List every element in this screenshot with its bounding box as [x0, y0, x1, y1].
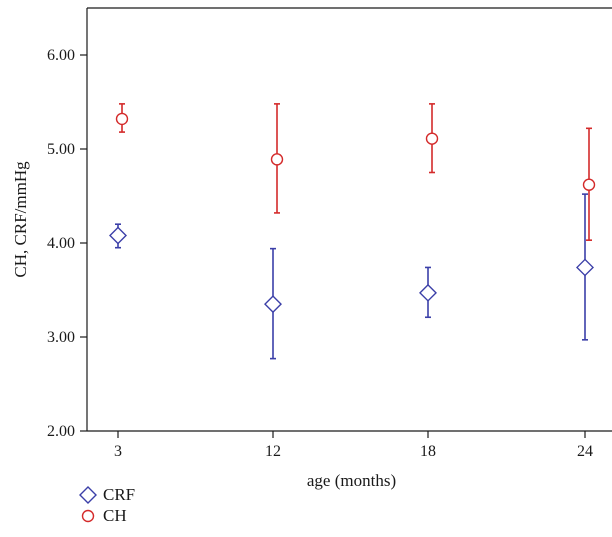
- legend-marker-diamond: [79, 486, 97, 504]
- series-crf: [109, 193, 594, 360]
- data-point: [115, 112, 129, 126]
- legend-item-crf: CRF: [79, 485, 135, 504]
- plot-frame: [86, 7, 612, 432]
- legend-item-ch: CH: [81, 506, 127, 525]
- legend-label-crf: CRF: [103, 485, 135, 504]
- data-point: [425, 132, 439, 145]
- y-tick-label: 6.00: [47, 47, 75, 64]
- y-axis-label: CH, CRF/mmHg: [11, 161, 30, 278]
- y-tick-label: 3.00: [47, 329, 75, 346]
- y-tick-label: 4.00: [47, 235, 75, 252]
- data-point: [582, 178, 596, 191]
- x-axis-label: age (months): [307, 471, 396, 490]
- x-tick-label: 24: [577, 443, 593, 460]
- series-layer: [109, 103, 596, 360]
- data-point: [270, 153, 284, 166]
- data-point: [264, 295, 282, 314]
- data-point: [576, 258, 594, 277]
- y-tick-label: 5.00: [47, 141, 75, 158]
- x-tick-label: 18: [420, 443, 436, 460]
- legend-label-ch: CH: [103, 506, 127, 525]
- legend: CRF CH: [79, 485, 135, 525]
- legend-marker-circle: [81, 509, 95, 523]
- y-axis-ticks: 2.00 3.00 4.00 5.00 6.00: [47, 47, 87, 440]
- data-point: [109, 226, 127, 245]
- data-point: [419, 283, 437, 302]
- y-tick-label: 2.00: [47, 423, 75, 440]
- series-ch: [115, 103, 596, 241]
- x-tick-label: 3: [114, 443, 122, 460]
- x-axis-ticks: 3 12 18 24: [114, 431, 593, 460]
- x-tick-label: 12: [265, 443, 281, 460]
